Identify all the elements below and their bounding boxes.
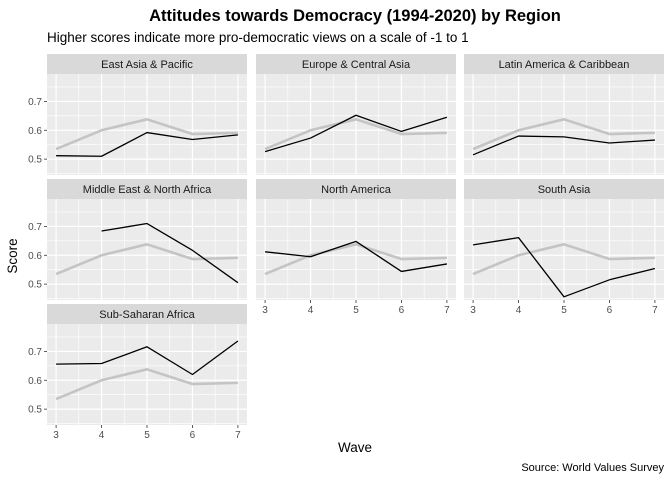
facet-panel: Middle East & North Africa 0.5 0.6 0.7 <box>28 179 247 300</box>
x-tick-label: 4 <box>516 305 522 316</box>
reference-line <box>55 118 238 151</box>
reference-line <box>264 118 447 151</box>
y-tick-label: 0.6 <box>28 376 42 387</box>
region-line <box>101 222 239 284</box>
x-tick-label: 3 <box>470 305 476 316</box>
reference-line <box>472 118 655 151</box>
y-tick-label: 0.7 <box>28 97 42 108</box>
x-tick-label: 5 <box>561 305 567 316</box>
facet-strip <box>256 179 456 199</box>
reference-line <box>264 243 447 276</box>
reference-line <box>472 243 655 276</box>
facet-panel: Latin America & Caribbean <box>464 54 664 175</box>
facet-strip <box>256 54 456 74</box>
reference-line <box>55 368 238 401</box>
x-axis-title: Wave <box>338 440 372 455</box>
x-tick-label: 3 <box>53 430 59 441</box>
facet-strip-label: Sub-Saharan Africa <box>99 309 195 321</box>
facet-strip-label: North America <box>321 184 392 196</box>
facet-strip <box>464 54 664 74</box>
region-line <box>472 237 656 298</box>
x-tick-label: 4 <box>308 305 314 316</box>
facet-panels: East Asia & Pacific 0.5 0.6 0.7 Europe & Cen… <box>28 54 664 441</box>
facet-strip <box>464 179 664 199</box>
facet-strip-label: East Asia & Pacific <box>101 59 193 71</box>
x-tick-label: 3 <box>262 305 268 316</box>
facet-panel: Sub-Saharan Africa 0.5 0.6 0.7 3 4 5 6 7 <box>28 304 247 441</box>
facet-strip <box>47 179 247 199</box>
facet-panel: Europe & Central Asia <box>256 54 456 175</box>
chart-caption: Source: World Values Survey <box>521 462 664 474</box>
region-line <box>472 135 655 156</box>
y-tick-label: 0.5 <box>28 155 42 166</box>
x-tick-label: 6 <box>399 305 405 316</box>
region-line <box>56 131 238 157</box>
x-tick-label: 5 <box>353 305 359 316</box>
facet-strip <box>47 54 247 74</box>
reference-line <box>55 243 238 276</box>
y-tick-label: 0.7 <box>28 222 42 233</box>
facet-strip <box>47 304 247 324</box>
facet-panel: South Asia 3 4 5 6 7 <box>464 179 664 316</box>
x-tick-label: 6 <box>607 305 613 316</box>
x-tick-label: 4 <box>99 430 105 441</box>
x-tick-label: 7 <box>235 430 241 441</box>
x-tick-label: 6 <box>190 430 196 441</box>
y-tick-label: 0.6 <box>28 251 42 262</box>
y-axis-title: Score <box>5 238 20 273</box>
x-tick-label: 7 <box>444 305 450 316</box>
region-line <box>56 340 239 376</box>
x-tick-label: 5 <box>144 430 150 441</box>
y-tick-label: 0.5 <box>28 280 42 291</box>
facet-strip-label: South Asia <box>538 184 591 196</box>
facet-strip-label: Middle East & North Africa <box>83 184 212 196</box>
x-tick-label: 7 <box>652 305 658 316</box>
chart-subtitle: Higher scores indicate more pro-democrat… <box>47 30 469 45</box>
region-line <box>265 240 448 273</box>
facet-panel: North America 3 4 5 6 7 <box>256 179 456 316</box>
y-tick-label: 0.7 <box>28 347 42 358</box>
chart-title: Attitudes towards Democracy (1994-2020) … <box>149 7 561 25</box>
region-line <box>264 114 448 153</box>
facet-strip-label: Europe & Central Asia <box>302 59 411 71</box>
y-tick-label: 0.6 <box>28 126 42 137</box>
facet-panel: East Asia & Pacific 0.5 0.6 0.7 <box>28 54 247 175</box>
y-tick-label: 0.5 <box>28 405 42 416</box>
facet-strip-label: Latin America & Caribbean <box>499 59 630 71</box>
